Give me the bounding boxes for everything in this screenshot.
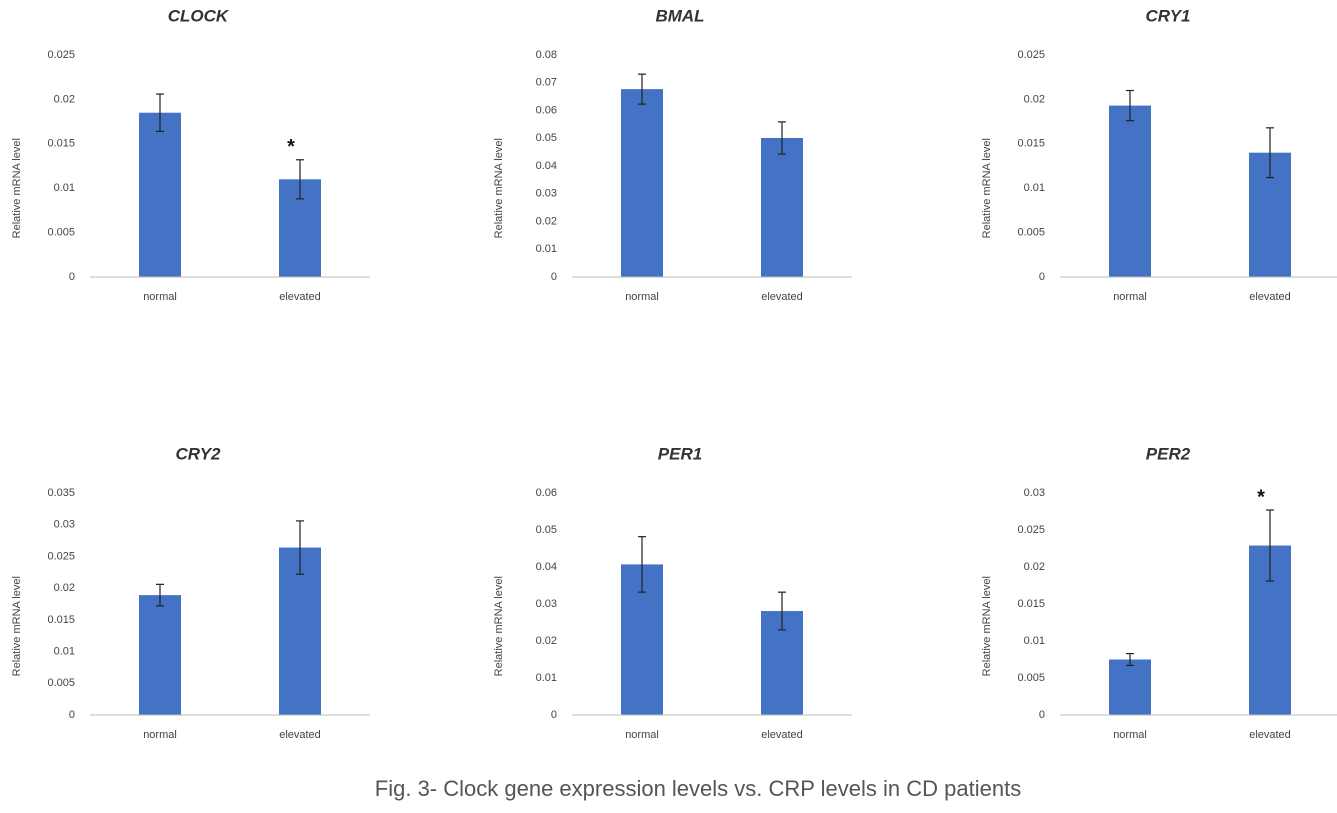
significance-label: * <box>287 136 295 158</box>
y-axis-label: Relative mRNA level <box>981 138 993 238</box>
y-tick-label: 0.005 <box>47 677 75 689</box>
y-tick-label: 0.015 <box>1017 598 1045 610</box>
y-tick-label: 0.02 <box>54 582 75 594</box>
bar <box>1109 659 1151 715</box>
y-axis-label: Relative mRNA level <box>493 576 505 676</box>
y-tick-label: 0.01 <box>54 645 75 657</box>
y-tick-label: 0 <box>551 271 557 283</box>
y-tick-label: 0.06 <box>536 104 557 116</box>
y-tick-label: 0.005 <box>47 227 75 239</box>
y-tick-label: 0 <box>1039 709 1045 721</box>
y-tick-label: 0.05 <box>536 524 557 536</box>
bar <box>139 112 181 277</box>
x-tick-label: normal <box>1113 291 1147 303</box>
y-tick-label: 0.01 <box>536 672 557 684</box>
y-tick-label: 0 <box>69 709 75 721</box>
y-tick-label: 0.04 <box>536 160 557 172</box>
significance-label: * <box>1257 486 1265 508</box>
chart-title: PER2 <box>1146 444 1191 463</box>
y-tick-label: 0 <box>1039 271 1045 283</box>
bar <box>279 547 321 715</box>
y-tick-label: 0.02 <box>1024 561 1045 573</box>
y-tick-label: 0.02 <box>54 93 75 105</box>
y-tick-label: 0.035 <box>47 487 75 499</box>
y-tick-label: 0.02 <box>1024 93 1045 105</box>
y-tick-label: 0.01 <box>1024 182 1045 194</box>
x-tick-label: elevated <box>1249 729 1291 741</box>
y-tick-label: 0.02 <box>536 635 557 647</box>
x-tick-label: normal <box>143 729 177 741</box>
y-tick-label: 0.07 <box>536 77 557 89</box>
y-axis-label: Relative mRNA level <box>493 138 505 238</box>
y-tick-label: 0 <box>69 271 75 283</box>
chart-title: BMAL <box>655 6 704 25</box>
y-tick-label: 0.04 <box>536 561 557 573</box>
x-tick-label: normal <box>625 291 659 303</box>
bar <box>139 595 181 715</box>
y-tick-label: 0.08 <box>536 49 557 61</box>
bar <box>761 137 803 277</box>
bar <box>621 89 663 277</box>
y-tick-label: 0.03 <box>54 519 75 531</box>
y-tick-label: 0.025 <box>1017 49 1045 61</box>
y-axis-label: Relative mRNA level <box>11 138 23 238</box>
y-axis-label: Relative mRNA level <box>981 576 993 676</box>
y-tick-label: 0.015 <box>47 614 75 626</box>
y-tick-label: 0.025 <box>47 550 75 562</box>
x-tick-label: elevated <box>761 291 803 303</box>
y-tick-label: 0.015 <box>47 138 75 150</box>
y-axis-label: Relative mRNA level <box>11 576 23 676</box>
x-tick-label: normal <box>625 729 659 741</box>
x-tick-label: elevated <box>1249 291 1291 303</box>
x-tick-label: elevated <box>279 291 321 303</box>
chart-title: PER1 <box>658 444 702 463</box>
y-tick-label: 0.03 <box>1024 487 1045 499</box>
y-tick-label: 0.06 <box>536 487 557 499</box>
y-tick-label: 0.05 <box>536 132 557 144</box>
chart-title: CRY2 <box>175 444 221 463</box>
caption: Fig. 3- Clock gene expression levels vs.… <box>375 776 1021 801</box>
y-tick-label: 0 <box>551 709 557 721</box>
y-tick-label: 0.03 <box>536 188 557 200</box>
y-tick-label: 0.025 <box>1017 524 1045 536</box>
chart-title: CLOCK <box>168 6 230 25</box>
x-tick-label: elevated <box>761 729 803 741</box>
x-tick-label: elevated <box>279 729 321 741</box>
y-tick-label: 0.02 <box>536 215 557 227</box>
y-tick-label: 0.005 <box>1017 672 1045 684</box>
y-tick-label: 0.01 <box>1024 635 1045 647</box>
y-tick-label: 0.005 <box>1017 227 1045 239</box>
y-tick-label: 0.03 <box>536 598 557 610</box>
y-tick-label: 0.01 <box>536 243 557 255</box>
y-tick-label: 0.015 <box>1017 138 1045 150</box>
x-tick-label: normal <box>1113 729 1147 741</box>
x-tick-label: normal <box>143 291 177 303</box>
y-tick-label: 0.01 <box>54 182 75 194</box>
chart-title: CRY1 <box>1145 6 1190 25</box>
bar <box>1109 105 1151 277</box>
y-tick-label: 0.025 <box>47 49 75 61</box>
